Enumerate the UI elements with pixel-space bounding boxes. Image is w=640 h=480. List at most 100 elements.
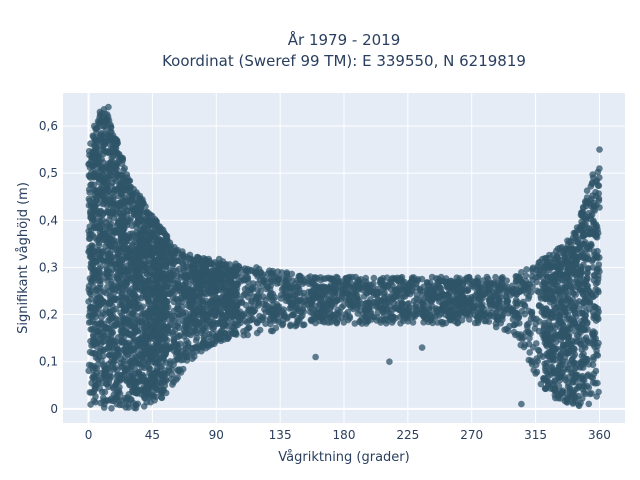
- data-point: [535, 302, 543, 310]
- data-point: [400, 311, 408, 319]
- data-point: [344, 289, 352, 296]
- data-point: [281, 313, 288, 320]
- data-point: [553, 247, 560, 255]
- data-point: [570, 290, 578, 297]
- data-point: [254, 302, 262, 309]
- data-point: [377, 276, 385, 284]
- data-point: [523, 321, 531, 329]
- data-point: [476, 294, 483, 302]
- data-point: [152, 339, 160, 346]
- data-point: [106, 257, 113, 264]
- data-point: [162, 232, 170, 239]
- data-point: [311, 274, 319, 281]
- data-point: [152, 393, 160, 401]
- data-point: [97, 399, 104, 407]
- data-point: [528, 273, 536, 280]
- data-point: [165, 329, 173, 337]
- data-point: [229, 323, 236, 331]
- data-point: [535, 327, 543, 335]
- data-point: [208, 286, 215, 293]
- data-point: [246, 312, 253, 319]
- data-point: [201, 272, 208, 280]
- data-point: [520, 343, 528, 351]
- data-point: [526, 334, 533, 342]
- data-point: [464, 310, 472, 318]
- data-point: [537, 271, 544, 279]
- data-point: [565, 265, 572, 273]
- data-point: [579, 209, 586, 217]
- data-point: [112, 260, 119, 268]
- data-point: [144, 279, 152, 286]
- data-point: [127, 352, 135, 360]
- data-point: [107, 292, 114, 300]
- data-point: [562, 245, 570, 253]
- data-point: [109, 286, 116, 294]
- data-point: [233, 309, 241, 316]
- data-point: [95, 294, 102, 302]
- data-point: [574, 284, 582, 291]
- data-point: [503, 325, 510, 333]
- data-point: [581, 326, 588, 333]
- data-point: [96, 175, 104, 183]
- data-point: [103, 380, 111, 388]
- data-point: [404, 318, 412, 325]
- data-point: [119, 179, 126, 186]
- data-point: [108, 344, 116, 351]
- data-point: [251, 306, 259, 314]
- data-point: [549, 294, 557, 301]
- data-point: [386, 314, 394, 321]
- data-point: [118, 336, 126, 344]
- data-point: [533, 355, 540, 362]
- data-point: [497, 277, 505, 285]
- data-point: [170, 378, 177, 386]
- data-point: [409, 287, 416, 294]
- data-point: [446, 292, 453, 300]
- data-point: [469, 278, 477, 286]
- data-point: [475, 299, 483, 307]
- data-point: [552, 386, 559, 393]
- data-point: [191, 308, 198, 315]
- data-point: [189, 349, 196, 357]
- data-point: [569, 302, 577, 309]
- data-point: [159, 332, 166, 340]
- data-point: [564, 339, 572, 347]
- data-point: [126, 319, 133, 327]
- data-point: [137, 262, 145, 269]
- data-point: [113, 273, 120, 280]
- data-point: [317, 312, 324, 320]
- data-point: [128, 262, 135, 270]
- data-point: [569, 321, 577, 329]
- data-point: [340, 319, 348, 326]
- data-point: [101, 388, 109, 396]
- data-point: [245, 278, 252, 286]
- data-point: [182, 349, 190, 357]
- data-point: [166, 358, 174, 365]
- data-point: [434, 319, 441, 326]
- data-point: [274, 268, 282, 276]
- data-point: [583, 277, 590, 285]
- data-point: [123, 238, 130, 245]
- data-point: [192, 327, 199, 335]
- data-point: [200, 309, 208, 317]
- data-point: [178, 303, 186, 311]
- data-point: [595, 388, 602, 396]
- data-point: [401, 293, 409, 300]
- data-point: [215, 262, 222, 270]
- data-point: [216, 332, 223, 339]
- data-point: [157, 346, 165, 354]
- data-point: [145, 365, 153, 373]
- data-point: [157, 354, 164, 362]
- data-point: [153, 331, 160, 339]
- data-point: [133, 281, 141, 288]
- data-point: [166, 253, 173, 260]
- data-point: [262, 320, 269, 328]
- data-point: [130, 378, 138, 386]
- data-point: [93, 196, 100, 203]
- data-point: [134, 295, 141, 303]
- data-point: [157, 228, 165, 236]
- data-point: [105, 188, 113, 195]
- data-point: [474, 319, 482, 327]
- data-point: [405, 300, 412, 307]
- data-point: [503, 305, 511, 313]
- data-point: [409, 319, 417, 326]
